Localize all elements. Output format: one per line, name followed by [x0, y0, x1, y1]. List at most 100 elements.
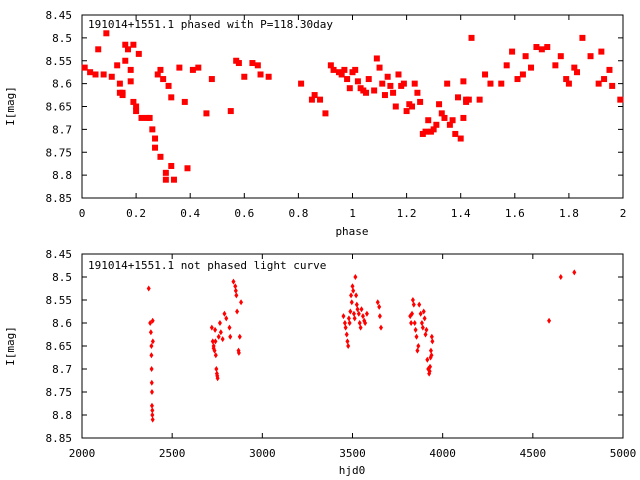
data-points: [81, 30, 624, 183]
data-point: [384, 73, 391, 80]
data-point: [341, 66, 348, 73]
data-point: [498, 80, 505, 87]
data-point: [346, 343, 351, 349]
data-point: [95, 46, 102, 53]
x-tick-label: 2: [620, 207, 627, 220]
data-point: [509, 48, 516, 55]
data-point: [149, 352, 154, 359]
x-tick-label: 0.2: [126, 207, 146, 220]
data-point: [234, 292, 239, 299]
data-point: [150, 407, 155, 414]
data-point: [410, 310, 415, 317]
data-point: [365, 76, 372, 83]
data-point: [571, 64, 578, 71]
data-point: [403, 108, 410, 115]
data-point: [468, 34, 475, 41]
data-point: [346, 315, 351, 322]
data-point: [208, 76, 215, 83]
data-point: [364, 310, 369, 317]
data-point: [233, 283, 238, 290]
data-point: [352, 315, 357, 322]
data-point: [446, 121, 453, 128]
y-tick-label: 8.85: [46, 432, 73, 445]
data-point: [108, 73, 115, 80]
y-ticks: 8.45 8.5 8.55 8.6 8.65 8.7 8.75 8.8 8.85: [46, 9, 623, 205]
data-point: [359, 306, 364, 313]
phased-light-curve-plot: 0 0.2 0.4 0.6 0.8 1 1.2 1.4 1.6 1.8 2 8.458.58.558…: [4, 9, 626, 238]
data-point: [298, 80, 305, 87]
data-point: [609, 82, 616, 89]
x-tick-label: 5000: [610, 447, 637, 460]
plot-frame: [81, 253, 624, 439]
data-point: [422, 315, 427, 322]
x-tick-label: 1.4: [451, 207, 471, 220]
data-point: [503, 62, 510, 69]
data-point: [409, 103, 416, 110]
data-point: [130, 98, 137, 105]
data-point: [152, 144, 159, 151]
unphased-light-curve-plot: 2000 2500 3000 3500 4000 4500 5000 8.45 8.5 8.55…: [4, 248, 636, 477]
data-point: [528, 64, 535, 71]
data-point: [341, 313, 346, 320]
data-point: [130, 41, 137, 48]
data-point: [354, 78, 361, 85]
data-point: [149, 402, 154, 409]
y-tick-label: 8.6: [52, 317, 72, 330]
data-point: [390, 89, 397, 96]
x-axis-label: phase: [335, 225, 368, 238]
data-point: [415, 347, 420, 354]
data-point: [563, 76, 570, 83]
data-point: [349, 299, 354, 306]
data-point: [237, 333, 242, 340]
data-point: [565, 80, 572, 87]
data-point: [133, 103, 140, 110]
data-point: [482, 71, 489, 78]
data-point: [377, 303, 382, 310]
data-point: [203, 110, 210, 117]
data-point: [214, 366, 219, 372]
x-axis-label: hjd0: [339, 464, 366, 477]
data-point: [345, 338, 350, 345]
data-point: [601, 76, 608, 83]
data-point: [170, 176, 177, 183]
y-tick-label: 8.6: [52, 78, 72, 91]
data-point: [222, 310, 227, 317]
data-point: [127, 78, 134, 85]
data-point: [514, 76, 521, 83]
data-point: [213, 338, 218, 345]
data-point: [347, 320, 352, 326]
data-point: [231, 278, 236, 285]
data-point: [418, 310, 423, 317]
data-point: [598, 48, 605, 55]
data-point: [210, 338, 215, 345]
y-axis-label: I[mag]: [4, 326, 17, 366]
data-point: [574, 69, 581, 76]
data-point: [308, 96, 315, 103]
data-point: [436, 101, 443, 108]
x-tick-label: 1.8: [559, 207, 579, 220]
data-point: [351, 310, 356, 317]
y-tick-label: 8.55: [46, 55, 73, 68]
data-point: [423, 331, 428, 338]
data-point: [357, 320, 362, 326]
x-tick-label: 0.4: [180, 207, 200, 220]
data-point: [233, 287, 238, 294]
y-tick-label: 8.85: [46, 192, 73, 205]
data-point: [413, 326, 418, 333]
data-point: [460, 78, 467, 85]
y-tick-label: 8.55: [46, 294, 73, 307]
y-tick-label: 8.7: [52, 123, 72, 136]
data-point: [438, 110, 445, 117]
data-point: [235, 60, 242, 67]
data-point: [395, 71, 402, 78]
data-point: [148, 320, 153, 326]
data-point: [344, 331, 349, 338]
data-point: [363, 89, 370, 96]
data-point: [114, 62, 121, 69]
data-point: [330, 66, 337, 73]
data-point: [342, 320, 347, 326]
data-point: [122, 41, 129, 48]
data-point: [352, 66, 359, 73]
data-point: [100, 71, 107, 78]
y-tick-label: 8.45: [46, 248, 73, 261]
